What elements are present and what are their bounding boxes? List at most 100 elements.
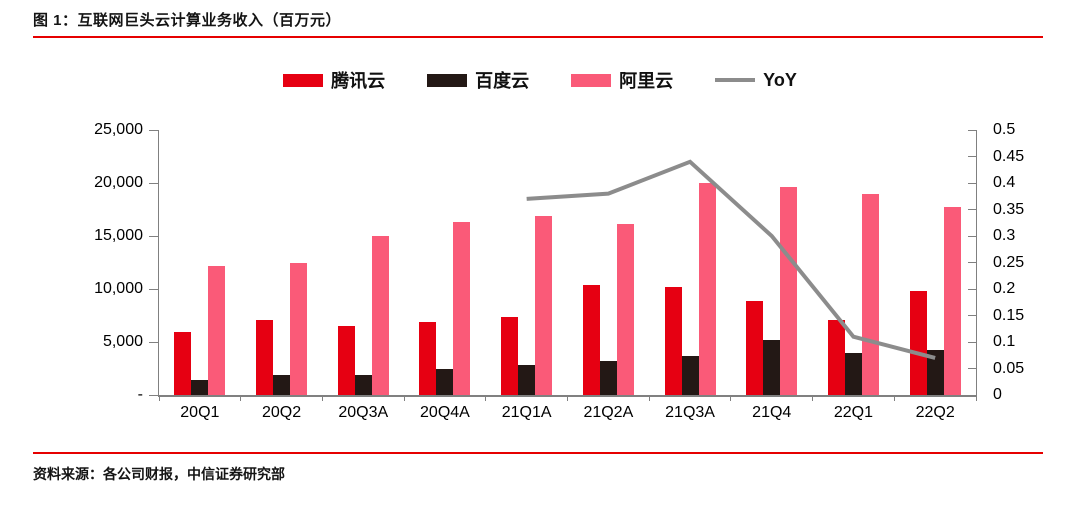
- source-rule: [33, 452, 1043, 454]
- bar-ali-cloud-21q3a: [698, 183, 716, 395]
- legend-item-baidu-cloud: 百度云: [427, 67, 529, 93]
- bar-tencent-cloud-20q1: [174, 332, 192, 395]
- bar-baidu-cloud-21q3a: [681, 356, 699, 395]
- legend-label-tencent-cloud: 腾讯云: [331, 71, 386, 91]
- right-axis-tick: [968, 129, 976, 131]
- bar-tencent-cloud-20q2: [256, 319, 274, 395]
- x-axis-tick: [485, 395, 487, 401]
- right-axis-label: 0.45: [993, 147, 1025, 165]
- bar-baidu-cloud-20q3a: [354, 374, 372, 395]
- bar-ali-cloud-20q4a: [453, 222, 471, 395]
- bar-baidu-cloud-21q1a: [518, 365, 536, 395]
- right-axis-tick: [968, 209, 976, 210]
- bar-baidu-cloud-21q2a: [599, 360, 617, 395]
- bar-baidu-cloud-22q1: [844, 353, 862, 395]
- bar-baidu-cloud-22q2: [926, 349, 944, 395]
- bar-baidu-cloud-20q1: [191, 379, 209, 395]
- left-axis-tick: [149, 182, 159, 184]
- left-axis-tick: [149, 235, 159, 237]
- x-axis-tick: [567, 395, 568, 401]
- figure-title-rule: 图 1：互联网巨头云计算业务收入（百万元）: [33, 9, 1043, 38]
- x-axis-label-20q1: 20Q1: [180, 404, 220, 421]
- bar-tencent-cloud-21q3a: [664, 287, 682, 395]
- bar-tencent-cloud-22q1: [827, 319, 845, 395]
- bar-tencent-cloud-22q2: [909, 290, 927, 395]
- left-axis-tick: [149, 394, 159, 396]
- left-axis-label: 20,000: [94, 174, 143, 191]
- right-axis-label: 0.15: [993, 306, 1025, 324]
- right-axis-label: 0.4: [993, 174, 1016, 191]
- bar-ali-cloud-20q3a: [371, 236, 389, 395]
- left-axis-label: 25,000: [94, 121, 143, 138]
- left-axis-tick: [149, 341, 159, 343]
- legend-label-ali-cloud: 阿里云: [619, 71, 674, 91]
- bar-tencent-cloud-20q4a: [419, 321, 437, 395]
- x-axis-tick: [240, 395, 242, 401]
- source-note: 资料来源：各公司财报，中信证券研究部: [33, 466, 285, 482]
- bar-baidu-cloud-21q4: [763, 340, 781, 395]
- bar-baidu-cloud-20q4a: [436, 368, 454, 395]
- legend-swatch-baidu-cloud: [427, 73, 468, 87]
- right-axis-tick: [968, 288, 976, 290]
- x-axis-tick: [648, 395, 650, 401]
- legend-swatch-tencent-cloud: [283, 73, 324, 87]
- bar-baidu-cloud-20q2: [273, 374, 291, 395]
- legend-label-baidu-cloud: 百度云: [475, 71, 530, 91]
- x-axis-tick: [321, 395, 323, 401]
- x-axis-tick: [730, 395, 732, 401]
- bar-ali-cloud-21q2a: [616, 224, 634, 395]
- right-axis-label: 0.25: [993, 253, 1025, 271]
- x-axis-label-20q3a: 20Q3A: [338, 404, 389, 421]
- right-axis-tick: [968, 235, 976, 237]
- legend-item-ali-cloud: 阿里云: [571, 67, 673, 93]
- bar-ali-cloud-21q4: [780, 187, 798, 395]
- right-axis-label: 0.2: [993, 280, 1016, 297]
- left-axis-label: 5,000: [102, 333, 143, 350]
- bar-ali-cloud-21q1a: [535, 215, 553, 395]
- right-axis-tick: [968, 156, 976, 157]
- bar-tencent-cloud-21q4: [746, 300, 764, 395]
- x-axis-label-21q4: 21Q4: [752, 404, 792, 421]
- right-axis-tick: [968, 315, 976, 316]
- left-axis-label: 15,000: [94, 227, 143, 244]
- bar-tencent-cloud-20q3a: [337, 326, 355, 395]
- x-axis-tick: [975, 395, 977, 401]
- x-axis-tick: [812, 395, 814, 401]
- x-axis-label-20q4a: 20Q4A: [420, 404, 470, 421]
- bar-tencent-cloud-21q1a: [501, 317, 519, 395]
- x-axis-label-21q2a: 21Q2A: [583, 404, 634, 421]
- left-axis-label: -: [137, 386, 143, 403]
- chart-legend: 腾讯云 百度云 阿里云 YoY: [0, 67, 1080, 93]
- x-axis-label-21q3a: 21Q3A: [665, 404, 715, 421]
- right-axis-label: 0.05: [993, 359, 1025, 377]
- x-axis-label-21q1a: 21Q1A: [501, 404, 552, 421]
- right-axis-label: 0.35: [993, 200, 1025, 218]
- figure-title: 图 1：互联网巨头云计算业务收入（百万元）: [33, 12, 342, 29]
- right-axis-tick: [968, 368, 976, 369]
- x-axis-tick: [158, 395, 160, 401]
- plot-area: - 5,000 10,000 15,000 20,000 25,000 0 0.05 0.1 0.…: [94, 121, 1024, 421]
- right-axis-tick: [968, 182, 976, 184]
- x-axis-tick: [893, 395, 895, 401]
- legend-label-yoy: YoY: [763, 69, 797, 90]
- right-axis-tick: [968, 394, 976, 396]
- bar-ali-cloud-20q1: [208, 265, 226, 395]
- right-axis-label: 0.3: [993, 227, 1016, 244]
- bar-ali-cloud-22q1: [861, 193, 879, 395]
- legend-item-yoy: YoY: [715, 70, 797, 91]
- legend-swatch-yoy: [715, 78, 756, 82]
- right-axis-label: 0.5: [993, 121, 1016, 138]
- yoy-line: [526, 159, 936, 360]
- bar-ali-cloud-20q2: [290, 263, 308, 395]
- right-axis-tick: [968, 341, 976, 343]
- left-axis-label: 10,000: [94, 280, 143, 297]
- x-axis-tick: [403, 395, 405, 401]
- x-axis-label-20q2: 20Q2: [261, 404, 302, 421]
- right-axis-tick: [968, 262, 976, 263]
- bar-tencent-cloud-21q2a: [582, 284, 600, 395]
- right-axis-label: 0: [993, 386, 1002, 403]
- legend-item-tencent-cloud: 腾讯云: [283, 67, 385, 93]
- left-axis-tick: [149, 288, 159, 290]
- left-axis-tick: [149, 129, 159, 131]
